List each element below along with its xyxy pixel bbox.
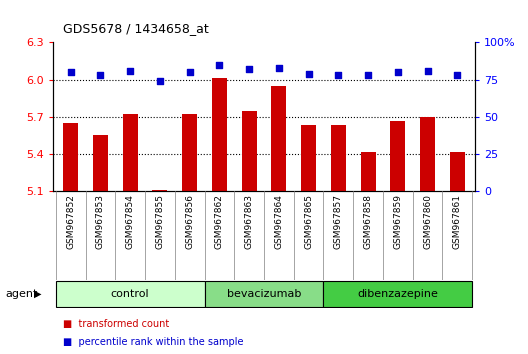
Bar <box>420 117 435 191</box>
Point <box>126 68 134 74</box>
Bar <box>271 86 286 191</box>
Bar <box>63 123 78 191</box>
Text: bevacizumab: bevacizumab <box>227 289 301 299</box>
Point <box>334 72 343 78</box>
Text: ■  percentile rank within the sample: ■ percentile rank within the sample <box>63 337 244 348</box>
Bar <box>93 135 108 191</box>
Bar <box>242 110 257 191</box>
Bar <box>361 152 375 191</box>
Point <box>453 72 461 78</box>
Point <box>275 65 283 70</box>
Point <box>156 78 164 84</box>
Text: control: control <box>111 289 149 299</box>
Text: ■  transformed count: ■ transformed count <box>63 319 169 329</box>
Text: dibenzazepine: dibenzazepine <box>357 289 438 299</box>
Text: agent: agent <box>5 289 37 299</box>
Point <box>67 69 75 75</box>
Text: ▶: ▶ <box>34 289 42 299</box>
Text: GDS5678 / 1434658_at: GDS5678 / 1434658_at <box>63 22 209 35</box>
Bar <box>331 125 346 191</box>
Point <box>305 71 313 76</box>
Bar <box>212 78 227 191</box>
Point <box>423 68 432 74</box>
Bar <box>182 114 197 191</box>
Point <box>245 67 253 72</box>
Bar <box>153 190 167 191</box>
Bar <box>122 114 138 191</box>
Bar <box>390 120 406 191</box>
Point <box>185 69 194 75</box>
Bar <box>301 125 316 191</box>
Point <box>96 72 105 78</box>
Bar <box>450 152 465 191</box>
Point <box>394 69 402 75</box>
Point <box>215 62 223 68</box>
FancyBboxPatch shape <box>324 281 472 307</box>
Point <box>364 72 372 78</box>
FancyBboxPatch shape <box>204 281 324 307</box>
FancyBboxPatch shape <box>56 281 204 307</box>
